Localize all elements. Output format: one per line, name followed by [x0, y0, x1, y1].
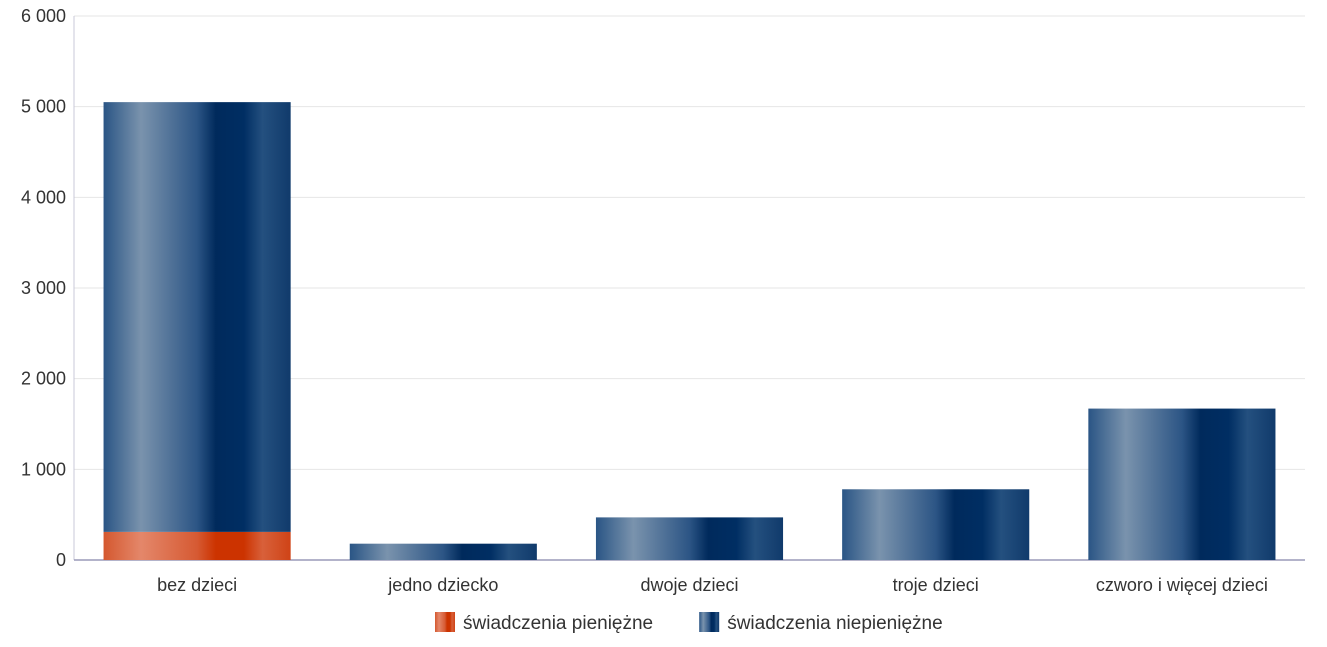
labels: 0 1 000 2 000 3 000 4 000 5 000 6 000 bez dziec…: [21, 6, 1268, 595]
y-tick-label: 4 000: [21, 187, 66, 207]
y-tick-label: 2 000: [21, 369, 66, 389]
y-tick-label: 5 000: [21, 97, 66, 117]
x-category-label: troje dzieci: [893, 575, 979, 595]
bar-pieniezne: [103, 531, 291, 560]
x-category-label: dwoje dzieci: [640, 575, 738, 595]
legend-label: świadczenia pieniężne: [463, 613, 653, 634]
y-tick-label: 0: [56, 550, 66, 570]
x-category-label: bez dzieci: [157, 575, 237, 595]
x-category-label: jedno dziecko: [387, 575, 498, 595]
legend-swatch: [435, 612, 455, 632]
y-tick-label: 6 000: [21, 6, 66, 26]
y-tick-label: 3 000: [21, 278, 66, 298]
y-tick-label: 1 000: [21, 459, 66, 479]
bars: [103, 102, 1276, 560]
bar-niepieniezne: [842, 489, 1030, 560]
bar-niepieniezne: [595, 517, 784, 560]
bar-niepieniezne: [1088, 408, 1276, 560]
bar-niepieniezne: [349, 543, 537, 560]
legend-label: świadczenia niepieniężne: [727, 613, 942, 634]
legend: świadczenia pieniężne świadczenia niepien…: [435, 612, 943, 634]
legend-swatch: [699, 612, 720, 632]
bar-niepieniezne: [103, 102, 291, 532]
x-category-label: czworo i więcej dzieci: [1096, 575, 1268, 595]
